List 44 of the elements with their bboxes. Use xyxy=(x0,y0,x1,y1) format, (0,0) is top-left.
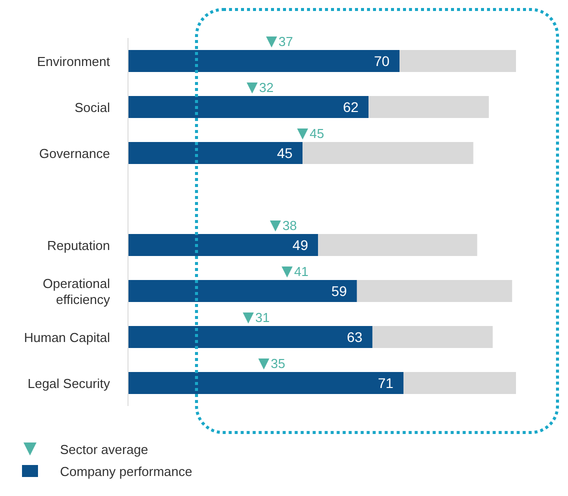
bar xyxy=(302,142,474,164)
bar xyxy=(372,326,493,348)
bar xyxy=(128,96,369,118)
bar xyxy=(368,96,489,118)
data-label: 62 xyxy=(342,98,359,115)
point xyxy=(297,128,308,140)
data-label: 70 xyxy=(374,52,390,69)
data-label: 37 xyxy=(278,34,294,49)
bar xyxy=(356,280,512,302)
y-tick-label: Social xyxy=(74,100,110,114)
point xyxy=(282,266,293,278)
bar xyxy=(128,280,357,302)
y-tick-label: Legal Security xyxy=(28,376,110,390)
data-label: 41 xyxy=(294,264,309,279)
bar xyxy=(128,142,303,164)
y-tick-label: Operational efficiency xyxy=(42,276,110,306)
bar xyxy=(128,326,372,348)
bar xyxy=(318,234,478,256)
data-label: 38 xyxy=(282,218,297,233)
data-label: 49 xyxy=(292,236,308,253)
y-tick-label: Environment xyxy=(37,54,110,68)
data-label: 71 xyxy=(378,374,394,391)
data-label: 45 xyxy=(277,144,293,161)
data-label: 63 xyxy=(346,328,363,345)
legend-label: Company performance xyxy=(60,464,192,478)
point xyxy=(266,36,278,48)
data-label: 35 xyxy=(270,356,286,371)
y-tick-label: Human Capital xyxy=(24,330,110,344)
legend-label: Sector average xyxy=(60,442,148,456)
point xyxy=(258,358,270,370)
data-label: 45 xyxy=(310,126,324,141)
bar xyxy=(403,372,516,394)
point xyxy=(242,312,254,324)
data-label: 31 xyxy=(255,310,270,325)
data-label: 59 xyxy=(331,282,348,299)
bar xyxy=(128,234,318,256)
y-tick-label: Reputation xyxy=(47,238,110,252)
point xyxy=(246,82,258,94)
y-tick-label: Governance xyxy=(39,146,110,160)
data-label: 32 xyxy=(259,80,274,95)
point xyxy=(270,220,281,232)
bar xyxy=(128,372,404,394)
bar xyxy=(128,50,400,72)
bar xyxy=(400,50,516,72)
